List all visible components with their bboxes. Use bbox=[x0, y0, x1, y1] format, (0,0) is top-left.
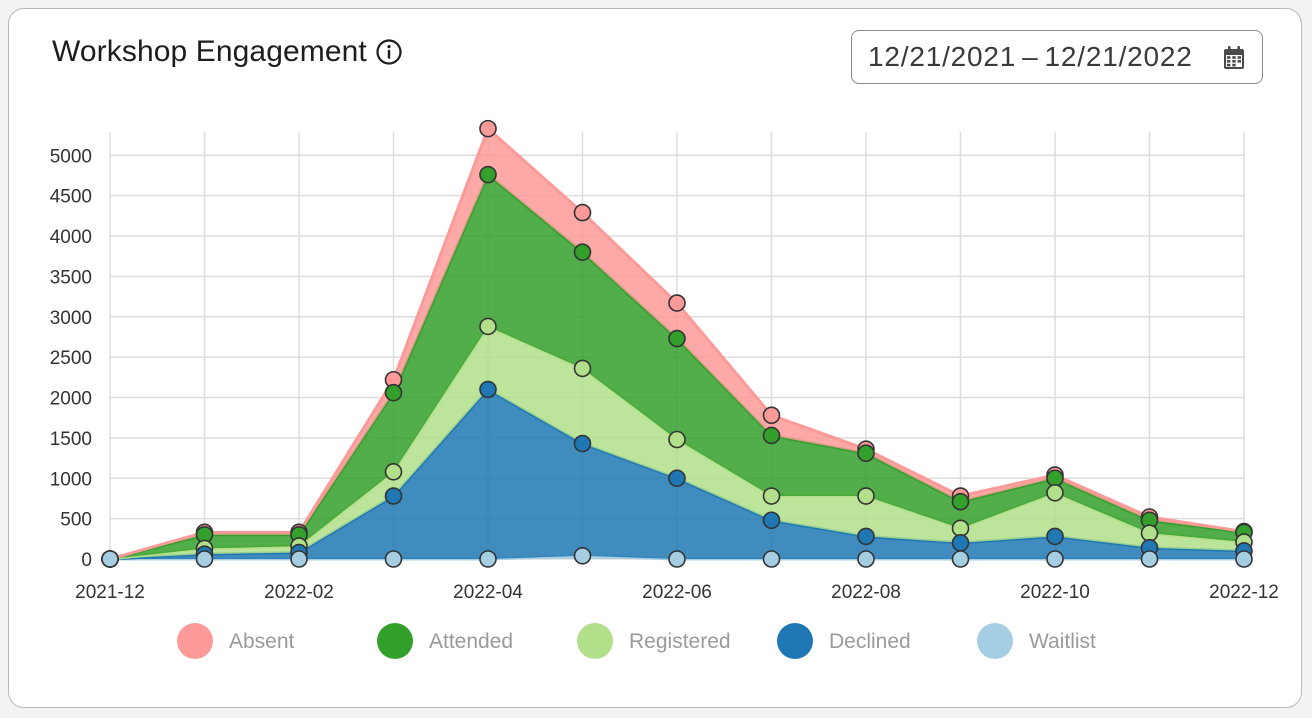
date-range-picker[interactable]: 12/21/2021 – 12/21/2022 bbox=[851, 30, 1263, 84]
info-circle-icon[interactable] bbox=[375, 38, 403, 66]
x-tick-label: 2022-04 bbox=[453, 582, 523, 603]
point-waitlist bbox=[101, 550, 119, 568]
y-tick-label: 3500 bbox=[50, 267, 92, 288]
point-waitlist bbox=[1140, 550, 1159, 568]
legend-item-registered: Registered bbox=[577, 623, 731, 659]
point-attended bbox=[762, 426, 781, 445]
x-tick-label: 2022-06 bbox=[642, 582, 712, 603]
point-waitlist bbox=[762, 550, 781, 568]
point-waitlist bbox=[951, 550, 970, 568]
x-tick-label: 2022-10 bbox=[1020, 582, 1090, 603]
point-absent bbox=[573, 203, 592, 222]
point-attended bbox=[479, 165, 497, 184]
point-absent bbox=[479, 119, 497, 138]
y-tick-label: 2500 bbox=[50, 348, 92, 369]
date-end: 12/21/2022 bbox=[1044, 41, 1193, 72]
calendar-icon[interactable] bbox=[1222, 45, 1246, 71]
point-waitlist bbox=[479, 550, 497, 568]
legend-label: Declined bbox=[829, 630, 911, 653]
data-points bbox=[101, 119, 1253, 568]
point-waitlist bbox=[384, 550, 403, 568]
point-declined bbox=[762, 511, 781, 530]
point-waitlist bbox=[857, 550, 875, 568]
legend-item-waitlist: Waitlist bbox=[977, 623, 1096, 659]
point-declined bbox=[668, 469, 686, 488]
point-attended bbox=[384, 383, 403, 402]
point-attended bbox=[573, 243, 592, 261]
point-declined bbox=[479, 380, 497, 399]
legend-item-absent: Absent bbox=[177, 623, 295, 659]
point-registered bbox=[573, 359, 592, 378]
legend-swatch bbox=[977, 623, 1013, 659]
point-attended bbox=[951, 492, 970, 511]
y-tick-label: 500 bbox=[60, 510, 92, 531]
y-tick-label: 1500 bbox=[50, 429, 92, 450]
legend-swatch bbox=[577, 623, 613, 659]
point-waitlist bbox=[195, 550, 214, 568]
point-registered bbox=[479, 317, 497, 336]
point-waitlist bbox=[290, 550, 308, 568]
x-tick-label: 2022-02 bbox=[264, 582, 334, 603]
legend-swatch bbox=[177, 623, 213, 659]
y-tick-label: 1000 bbox=[50, 469, 92, 490]
legend-swatch bbox=[377, 623, 413, 659]
point-declined bbox=[857, 527, 875, 546]
point-registered bbox=[1046, 483, 1064, 502]
point-declined bbox=[951, 534, 970, 552]
point-waitlist bbox=[1235, 550, 1253, 568]
legend: Absent Attended Registered Declined Waitlist bbox=[177, 623, 1096, 659]
area-attended bbox=[110, 174, 1244, 560]
point-registered bbox=[762, 487, 781, 505]
point-waitlist bbox=[1046, 550, 1064, 568]
point-declined bbox=[573, 434, 592, 453]
chart-header: Workshop Engagement bbox=[52, 35, 403, 69]
point-registered bbox=[857, 487, 875, 505]
legend-label: Waitlist bbox=[1029, 630, 1096, 653]
y-tick-label: 3000 bbox=[50, 308, 92, 329]
y-tick-label: 4000 bbox=[50, 227, 92, 248]
point-declined bbox=[384, 487, 403, 505]
point-waitlist bbox=[668, 550, 686, 568]
point-registered bbox=[1140, 524, 1159, 542]
y-tick-label: 2000 bbox=[50, 389, 92, 410]
point-registered bbox=[951, 519, 970, 538]
legend-label: Absent bbox=[229, 630, 295, 653]
legend-label: Registered bbox=[629, 630, 731, 653]
y-tick-label: 0 bbox=[81, 550, 92, 571]
date-start: 12/21/2021 bbox=[868, 41, 1017, 72]
point-attended bbox=[668, 329, 686, 348]
y-tick-label: 5000 bbox=[50, 146, 92, 167]
point-declined bbox=[1046, 527, 1064, 546]
point-attended bbox=[857, 444, 875, 463]
point-attended bbox=[1046, 469, 1064, 488]
x-tick-label: 2022-08 bbox=[831, 582, 901, 603]
point-waitlist bbox=[573, 546, 592, 565]
x-tick-label: 2022-12 bbox=[1209, 582, 1279, 603]
date-separator: – bbox=[1022, 41, 1039, 72]
point-absent bbox=[668, 294, 686, 312]
legend-item-declined: Declined bbox=[777, 623, 911, 659]
point-registered bbox=[668, 430, 686, 449]
chart-title: Workshop Engagement bbox=[52, 35, 367, 68]
x-tick-label: 2021-12 bbox=[75, 582, 145, 603]
area-declined bbox=[110, 389, 1244, 559]
legend-swatch bbox=[777, 623, 813, 659]
y-tick-label: 4500 bbox=[50, 187, 92, 208]
point-registered bbox=[384, 462, 403, 481]
point-absent bbox=[762, 406, 781, 425]
legend-label: Attended bbox=[429, 630, 513, 653]
legend-item-attended: Attended bbox=[377, 623, 513, 659]
